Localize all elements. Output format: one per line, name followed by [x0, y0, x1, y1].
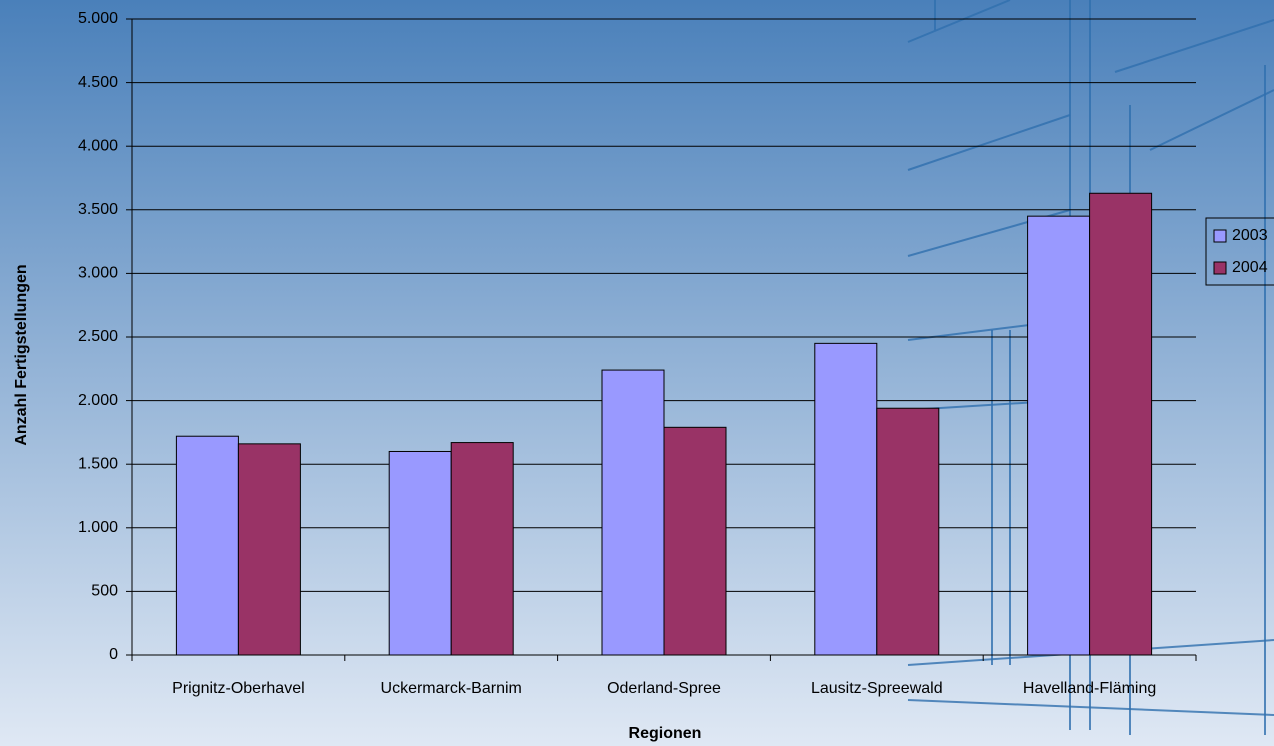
y-tick-label: 1.000	[78, 519, 118, 536]
x-tick-label: Uckermarck-Barnim	[381, 680, 522, 697]
y-tick-label: 2.000	[78, 392, 118, 409]
y-tick-label: 0	[109, 646, 118, 663]
y-tick-label: 5.000	[78, 10, 118, 27]
x-tick-label: Prignitz-Oberhavel	[172, 680, 305, 697]
bar	[601, 369, 665, 656]
y-tick-label: 2.500	[78, 328, 118, 345]
bar	[876, 407, 940, 656]
y-tick-label: 3.500	[78, 201, 118, 218]
bar	[388, 450, 452, 656]
legend-label: 2003	[1232, 227, 1268, 244]
bar	[450, 442, 514, 656]
legend-label: 2004	[1232, 259, 1268, 276]
x-tick-label: Lausitz-Spreewald	[811, 680, 943, 697]
legend-swatch	[1213, 229, 1227, 243]
bar	[1089, 192, 1153, 656]
y-tick-label: 4.500	[78, 74, 118, 91]
y-tick-label: 4.000	[78, 137, 118, 154]
legend-swatch	[1213, 261, 1227, 275]
bar	[1027, 215, 1091, 656]
x-axis-title: Regionen	[629, 725, 702, 742]
x-tick-label: Oderland-Spree	[607, 680, 721, 697]
bar	[814, 342, 878, 656]
y-axis-title: Anzahl Fertigstellungen	[13, 264, 30, 445]
y-tick-label: 1.500	[78, 455, 118, 472]
y-tick-label: 500	[91, 583, 118, 600]
y-tick-label: 3.000	[78, 265, 118, 282]
bar	[663, 426, 727, 656]
x-tick-label: Havelland-Fläming	[1023, 680, 1156, 697]
legend-box	[1205, 217, 1274, 286]
bar	[175, 435, 239, 656]
bar	[237, 443, 301, 656]
